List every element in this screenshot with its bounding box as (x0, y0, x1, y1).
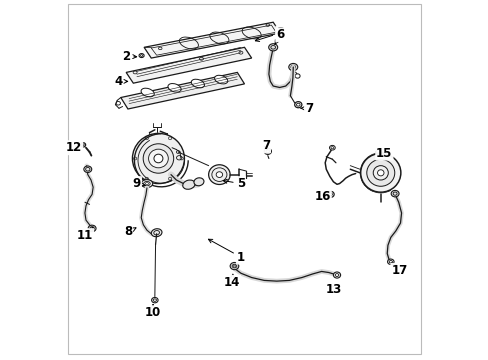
Ellipse shape (191, 79, 204, 88)
Ellipse shape (288, 63, 297, 71)
Ellipse shape (294, 74, 300, 78)
Ellipse shape (183, 180, 195, 189)
Ellipse shape (294, 102, 301, 108)
Ellipse shape (333, 272, 340, 278)
Ellipse shape (168, 84, 181, 92)
Ellipse shape (151, 229, 162, 237)
Ellipse shape (83, 166, 92, 172)
Ellipse shape (390, 190, 398, 197)
Text: 7: 7 (262, 139, 269, 152)
Text: 14: 14 (224, 274, 240, 289)
Ellipse shape (387, 259, 393, 265)
Text: 10: 10 (144, 305, 161, 319)
Ellipse shape (132, 134, 184, 184)
Ellipse shape (230, 262, 238, 270)
Text: 8: 8 (123, 225, 136, 238)
Text: 17: 17 (390, 263, 407, 277)
Text: 9: 9 (133, 177, 145, 190)
Text: 6: 6 (274, 28, 284, 45)
Ellipse shape (81, 143, 85, 147)
Ellipse shape (329, 145, 335, 150)
Ellipse shape (268, 44, 277, 51)
Ellipse shape (143, 144, 173, 173)
Ellipse shape (366, 159, 394, 186)
Text: 16: 16 (314, 190, 330, 203)
Ellipse shape (88, 225, 96, 231)
Text: 7: 7 (300, 102, 312, 115)
Text: 1: 1 (208, 239, 244, 264)
Ellipse shape (360, 153, 400, 192)
Ellipse shape (264, 148, 271, 154)
Text: 3: 3 (255, 27, 284, 41)
Ellipse shape (372, 166, 387, 180)
Text: 13: 13 (325, 283, 342, 296)
Polygon shape (144, 22, 280, 58)
Text: 2: 2 (122, 50, 136, 63)
Polygon shape (121, 72, 244, 109)
Ellipse shape (151, 297, 158, 303)
Ellipse shape (143, 181, 150, 186)
Ellipse shape (326, 191, 333, 197)
Ellipse shape (216, 172, 222, 177)
Text: 15: 15 (375, 147, 392, 159)
Ellipse shape (232, 264, 236, 268)
Text: 4: 4 (114, 75, 127, 88)
Ellipse shape (154, 154, 163, 163)
Ellipse shape (141, 180, 152, 188)
Text: 11: 11 (77, 228, 93, 242)
Text: 5: 5 (223, 177, 244, 190)
Ellipse shape (194, 178, 203, 186)
Ellipse shape (141, 88, 154, 97)
Polygon shape (126, 47, 251, 83)
Text: 12: 12 (66, 141, 82, 154)
Ellipse shape (214, 75, 227, 84)
Ellipse shape (148, 149, 168, 168)
Ellipse shape (377, 170, 383, 176)
Ellipse shape (208, 165, 230, 184)
